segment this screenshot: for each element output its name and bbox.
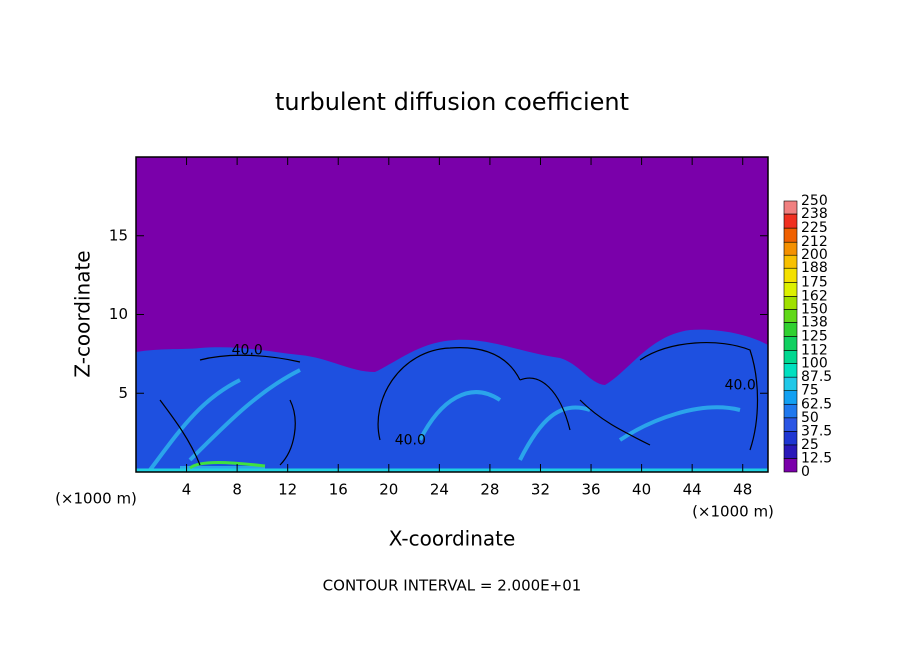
chart-title: turbulent diffusion coefficient [275,88,629,116]
colorbar-segment [783,390,798,405]
x-tick-label: 20 [379,481,398,499]
colorbar-label: 75 [801,383,819,399]
colorbar-segment [783,241,798,256]
x-tick-label: 36 [581,481,600,499]
x-tick-label: 32 [531,481,550,499]
footer: CONTOUR INTERVAL = 2.000E+01 [323,577,582,595]
colorbar-segment [783,213,798,229]
colorbar-label: 250 [801,193,828,209]
contour-lines [159,342,759,466]
colorbar-label: 125 [801,329,828,345]
x-tick-label: 24 [430,481,449,499]
colorbar-label: 12.5 [801,450,832,466]
x-tick-label: 12 [278,481,297,499]
colorbar-segment [783,309,798,323]
colorbar-segment [783,296,798,310]
field [135,156,769,473]
colorbar-label: 62.5 [801,396,832,412]
field-streaks [148,368,741,472]
colorbar-segment [783,254,798,269]
y-tick-label: 5 [118,384,128,402]
y-unit-label: (×1000 m) [55,490,137,508]
contour-label: 40.0 [725,377,756,393]
colorbar-label: 87.5 [801,369,832,385]
colorbar-label: 25 [801,437,819,453]
x-tick-label: 44 [683,481,702,499]
y-tick-label: 10 [109,305,128,323]
y-tick-label: 15 [109,226,128,244]
colorbar-segment [783,403,798,419]
colorbar-segment [783,267,798,283]
colorbar-label: 162 [801,288,828,304]
x-unit-label: (×1000 m) [692,503,774,521]
colorbar-label: 37.5 [801,423,832,439]
colorbar-label: 188 [801,260,828,276]
colorbar-label: 200 [801,247,828,263]
field-hot [189,461,266,470]
colorbar-label: 0 [801,464,810,480]
x-tick-label: 16 [329,481,348,499]
colorbar-label: 238 [801,206,828,222]
x-tick-label: 40 [632,481,651,499]
colorbar-segment [783,458,798,473]
colorbar-segment [783,336,798,351]
colorbar-label: 150 [801,301,828,317]
x-tick-label: 28 [480,481,499,499]
colorbar-segment [783,431,798,446]
colorbar-segment [783,444,798,459]
colorbar-segment [783,281,798,297]
x-tick-label: 48 [733,481,752,499]
colorbar-label: 112 [801,343,828,359]
y-axis-label: Z-coordinate [71,250,95,377]
colorbar-segment [783,363,798,378]
colorbar-label: 50 [801,410,819,426]
colorbar-segment [783,350,798,364]
x-tick-label: 4 [182,481,192,499]
colorbar-segment [783,200,798,215]
colorbar-segment [783,322,798,337]
contour-label: 40.0 [395,433,426,449]
colorbar-label: 138 [801,314,828,330]
contour-label: 40.0 [232,343,263,359]
colorbar-label: 225 [801,220,828,236]
colorbar-label: 212 [801,234,828,250]
colorbar-label: 175 [801,274,828,290]
colorbar-label: 100 [801,356,828,372]
colorbar-segment [783,227,798,243]
colorbar-segment [783,417,798,432]
x-axis-label: X-coordinate [389,527,516,551]
colorbar-segment [783,376,798,391]
x-tick-label: 8 [232,481,242,499]
